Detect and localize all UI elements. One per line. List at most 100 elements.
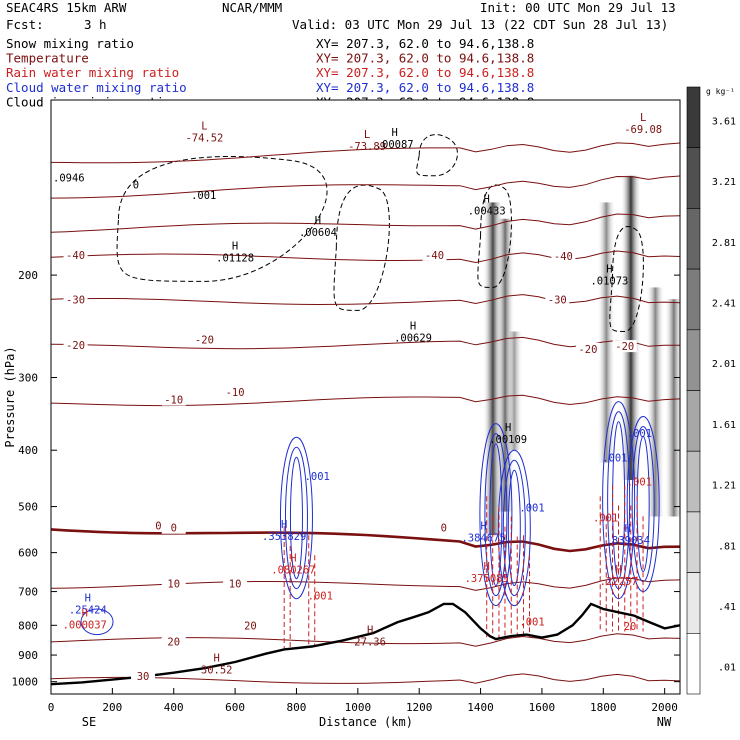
colorbar-label-9: .01 <box>718 663 736 674</box>
contour-value-label-3: .001 <box>305 471 330 483</box>
cloud-water-contours <box>80 401 660 636</box>
x-tick-label-7: 1400 <box>467 701 494 714</box>
temperature-contour-2 <box>51 213 680 233</box>
extremum-value-17: .01073 <box>590 276 628 288</box>
temperature-contour-1 <box>51 175 680 199</box>
temperature-label-11: 20 <box>167 637 180 649</box>
header-fcst-label: Fcst: <box>6 17 44 32</box>
extremum-value-1: -73.89 <box>348 141 386 153</box>
ice-plume-6 <box>664 299 680 517</box>
extremum-kind-13: H <box>232 240 238 252</box>
temperature-label-0: -40 <box>66 250 85 262</box>
temperature-contour-0 <box>51 142 680 164</box>
x-tick-label-3: 600 <box>225 701 245 714</box>
temperature-label-bg-2 <box>63 339 88 352</box>
extremum-kind-14: H <box>315 215 321 227</box>
extremum-value-11: .22257 <box>600 576 638 588</box>
plot-background <box>51 100 680 694</box>
contour-value-label-1: 0 <box>133 180 139 192</box>
temperature-label-3: -20 <box>195 334 214 346</box>
extremum-value-4: 30.52 <box>201 664 233 676</box>
temperature-label-10: 10 <box>229 578 242 590</box>
x-tick-label-10: 2000 <box>651 701 678 714</box>
temperature-label-bg-9 <box>161 577 186 590</box>
temperature-label-6: 0 <box>155 520 161 532</box>
extremum-kind-16: H <box>484 193 490 205</box>
temperature-label-bg-12 <box>238 619 263 632</box>
contour-value-label-4: .001 <box>519 503 544 515</box>
extremum-kind-6: H <box>480 521 486 533</box>
extremum-value-15: .00629 <box>394 332 432 344</box>
legend-xy-3: XY= 207.3, 62.0 to 94.6,138.8 <box>316 80 534 95</box>
extremum-kind-19: H <box>391 127 397 139</box>
extremum-value-3: 27.36 <box>354 637 386 649</box>
colorbar-label-7: .81 <box>718 541 736 552</box>
colorbar-swatch-5 <box>686 390 701 452</box>
temperature-label-bg-5 <box>223 385 248 398</box>
header-model: SEAC4RS 15km ARW <box>6 0 127 15</box>
temperature-label-13: 30 <box>137 671 150 683</box>
colorbar-unit: g kg⁻¹ <box>706 87 735 96</box>
cloud-water-contour-0-2 <box>289 456 303 580</box>
colorbar-swatch-7 <box>686 511 701 573</box>
x-axis-label: Distance (km) <box>319 715 413 729</box>
cloud-water-contour-4-2 <box>636 435 650 573</box>
y-tick-label-7: 900 <box>18 649 38 662</box>
snow-contour-4 <box>609 226 644 332</box>
extremum-kind-7: H <box>625 523 631 535</box>
x-tick-label-9: 1800 <box>590 701 617 714</box>
temperature-label-bg-3 <box>192 333 217 346</box>
extremum-value-12: .000037 <box>63 620 107 632</box>
temperature-label-bg-17 <box>575 342 600 355</box>
colorbar-label-1: 3.21 <box>712 177 736 188</box>
extremum-value-2: -69.08 <box>624 124 662 136</box>
extremum-kind-8: H <box>85 593 91 605</box>
extremum-kind-9: H <box>290 552 296 564</box>
temperature-label-18: -20 <box>615 341 634 353</box>
temperature-label-bg-11 <box>161 635 186 648</box>
extremum-value-8: .25424 <box>69 605 107 617</box>
temperature-label-1: -30 <box>66 294 85 306</box>
contour-value-label-5: .001 <box>602 452 627 464</box>
contour-value-label-8: .001 <box>308 590 333 602</box>
temperature-label-bg-7 <box>161 521 186 534</box>
extremum-kind-0: L <box>201 121 207 133</box>
colorbar-label-3: 2.41 <box>712 298 736 309</box>
header-org: NCAR/MMM <box>222 0 282 15</box>
colorbar-label-4: 2.01 <box>712 359 736 370</box>
temperature-contour-4 <box>51 294 680 306</box>
header-fcst-value: 3 h <box>84 17 107 32</box>
colorbar-swatch-4 <box>686 329 701 391</box>
extremum-kind-12: H <box>82 608 88 620</box>
plot-frame <box>50 99 681 695</box>
contour-value-label-2: .001 <box>191 190 216 202</box>
temperature-contour-9 <box>51 633 680 647</box>
extremum-kind-3: H <box>367 625 373 637</box>
extremum-kind-4: H <box>214 652 220 664</box>
y-axis-label: Pressure (hPa) <box>3 346 17 447</box>
legend-item-0: Snow mixing ratio <box>6 36 134 51</box>
x-tick-label-2: 400 <box>164 701 184 714</box>
temperature-label-2: -20 <box>66 340 85 352</box>
extremum-value-6: .384675 <box>461 533 505 545</box>
header-init: Init: 00 UTC Mon 29 Jul 13 <box>480 0 676 15</box>
legend-xy-0: XY= 207.3, 62.0 to 94.6,138.8 <box>316 36 534 51</box>
temperature-label-12: 20 <box>244 621 257 633</box>
extremum-value-13: .01128 <box>216 252 254 264</box>
extremum-value-10: .375085 <box>465 573 509 585</box>
extremum-value-7: .339034 <box>606 535 650 547</box>
temperature-contour-5 <box>51 336 680 350</box>
temperature-contour-7 <box>51 528 680 553</box>
temperature-label-bg-18 <box>612 340 637 353</box>
x-tick-label-5: 1000 <box>345 701 372 714</box>
y-tick-label-1: 300 <box>18 372 38 385</box>
cloud-water-contour-2-0 <box>497 449 531 607</box>
temperature-label-bg-8 <box>431 521 456 534</box>
y-tick-label-2: 400 <box>18 444 38 457</box>
colorbar-swatch-3 <box>686 268 701 331</box>
temperature-label-8: 0 <box>441 523 447 535</box>
temperature-label-bg-1 <box>63 293 88 306</box>
